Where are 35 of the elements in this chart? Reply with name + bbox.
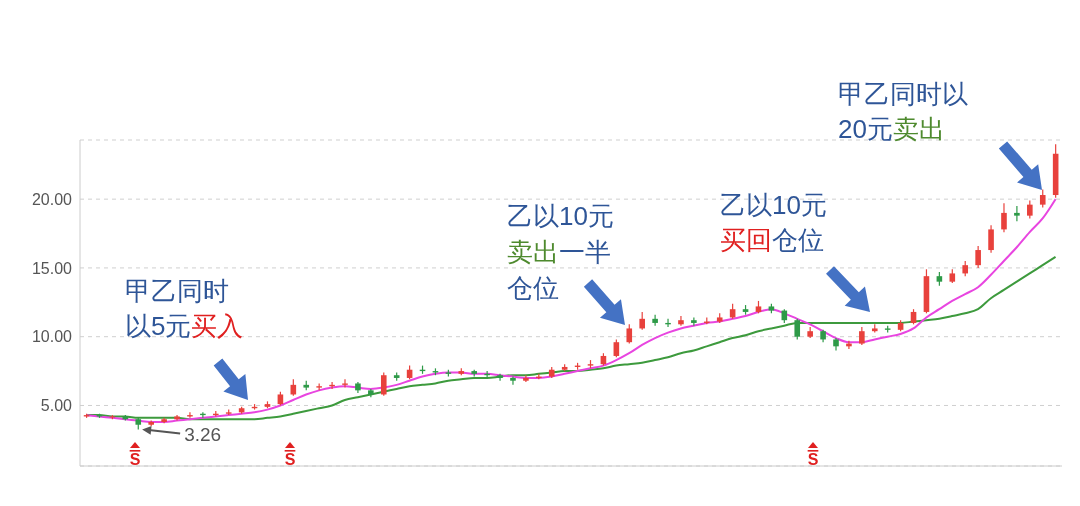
candlestick xyxy=(975,245,981,269)
annotation: 乙以10元 xyxy=(720,190,827,220)
annotation: 20元 xyxy=(838,114,893,144)
annotation: 乙以10元 xyxy=(507,201,614,231)
candlestick xyxy=(691,316,697,327)
candlestick xyxy=(652,314,658,327)
y-tick-label: 5.00 xyxy=(40,397,73,415)
annotation: 一半 xyxy=(559,237,611,267)
annotation: 以5元 xyxy=(125,311,192,341)
candlestick xyxy=(497,373,503,382)
candlestick xyxy=(510,375,516,386)
candlestick xyxy=(342,378,348,389)
annotation: 买回 xyxy=(720,225,772,255)
y-tick-label: 10.00 xyxy=(31,328,73,346)
y-tick-label: 15.00 xyxy=(31,259,73,277)
annotation: 卖出 xyxy=(892,114,945,144)
candlestick xyxy=(523,374,529,383)
candlestick xyxy=(988,224,994,254)
annotation: S xyxy=(807,451,819,468)
annotation: 甲乙同时 xyxy=(125,276,229,306)
candlestick xyxy=(678,315,684,327)
candlestick xyxy=(1001,202,1007,233)
y-tick-label: 20.00 xyxy=(31,190,73,208)
text: 甲乙同时以 xyxy=(838,79,968,109)
annotation: 卖出 xyxy=(507,237,559,267)
annotation: 买入 xyxy=(191,311,244,341)
candlestick xyxy=(380,371,387,397)
annotation: S xyxy=(129,451,141,468)
annotation: 3.26 xyxy=(184,424,222,446)
candlestick xyxy=(626,323,633,345)
annotation: 仓位 xyxy=(772,225,824,255)
annotation: 仓位 xyxy=(507,273,559,303)
candlestick xyxy=(1014,205,1020,222)
candlestick xyxy=(794,318,801,341)
annotation: S xyxy=(284,451,296,468)
